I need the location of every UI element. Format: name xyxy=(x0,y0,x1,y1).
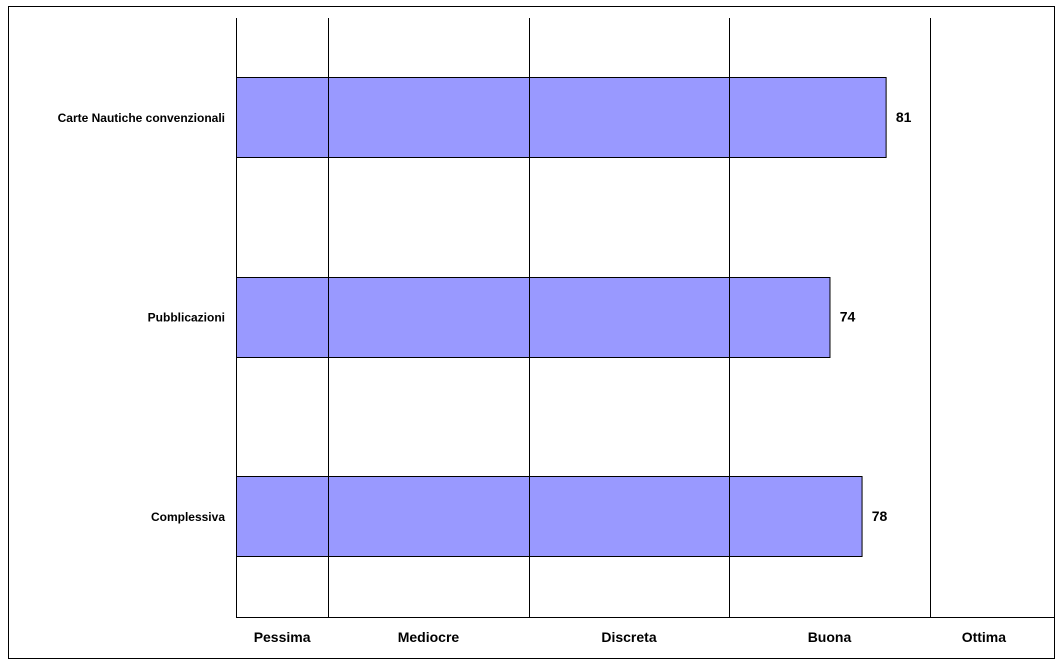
bar xyxy=(236,476,863,557)
bar-outline xyxy=(236,476,863,557)
bar-outline xyxy=(236,77,887,158)
data-label: 74 xyxy=(840,309,856,325)
data-label: 81 xyxy=(896,109,912,125)
x-tick-label: Buona xyxy=(808,629,852,645)
data-label: 78 xyxy=(872,508,888,524)
category-label: Pubblicazioni xyxy=(148,311,225,325)
labels: Pessima Mediocre Discreta Buona Ottima Carte … xyxy=(58,109,1007,645)
x-tick-label: Discreta xyxy=(601,629,656,645)
bars xyxy=(236,77,887,557)
x-tick-label: Ottima xyxy=(962,629,1007,645)
category-label: Complessiva xyxy=(151,510,225,524)
bar xyxy=(236,277,830,358)
x-tick-label: Mediocre xyxy=(398,629,460,645)
bar-outline xyxy=(236,277,831,358)
bar xyxy=(236,77,887,158)
category-label: Carte Nautiche convenzionali xyxy=(58,111,225,125)
x-tick-label: Pessima xyxy=(254,629,311,645)
